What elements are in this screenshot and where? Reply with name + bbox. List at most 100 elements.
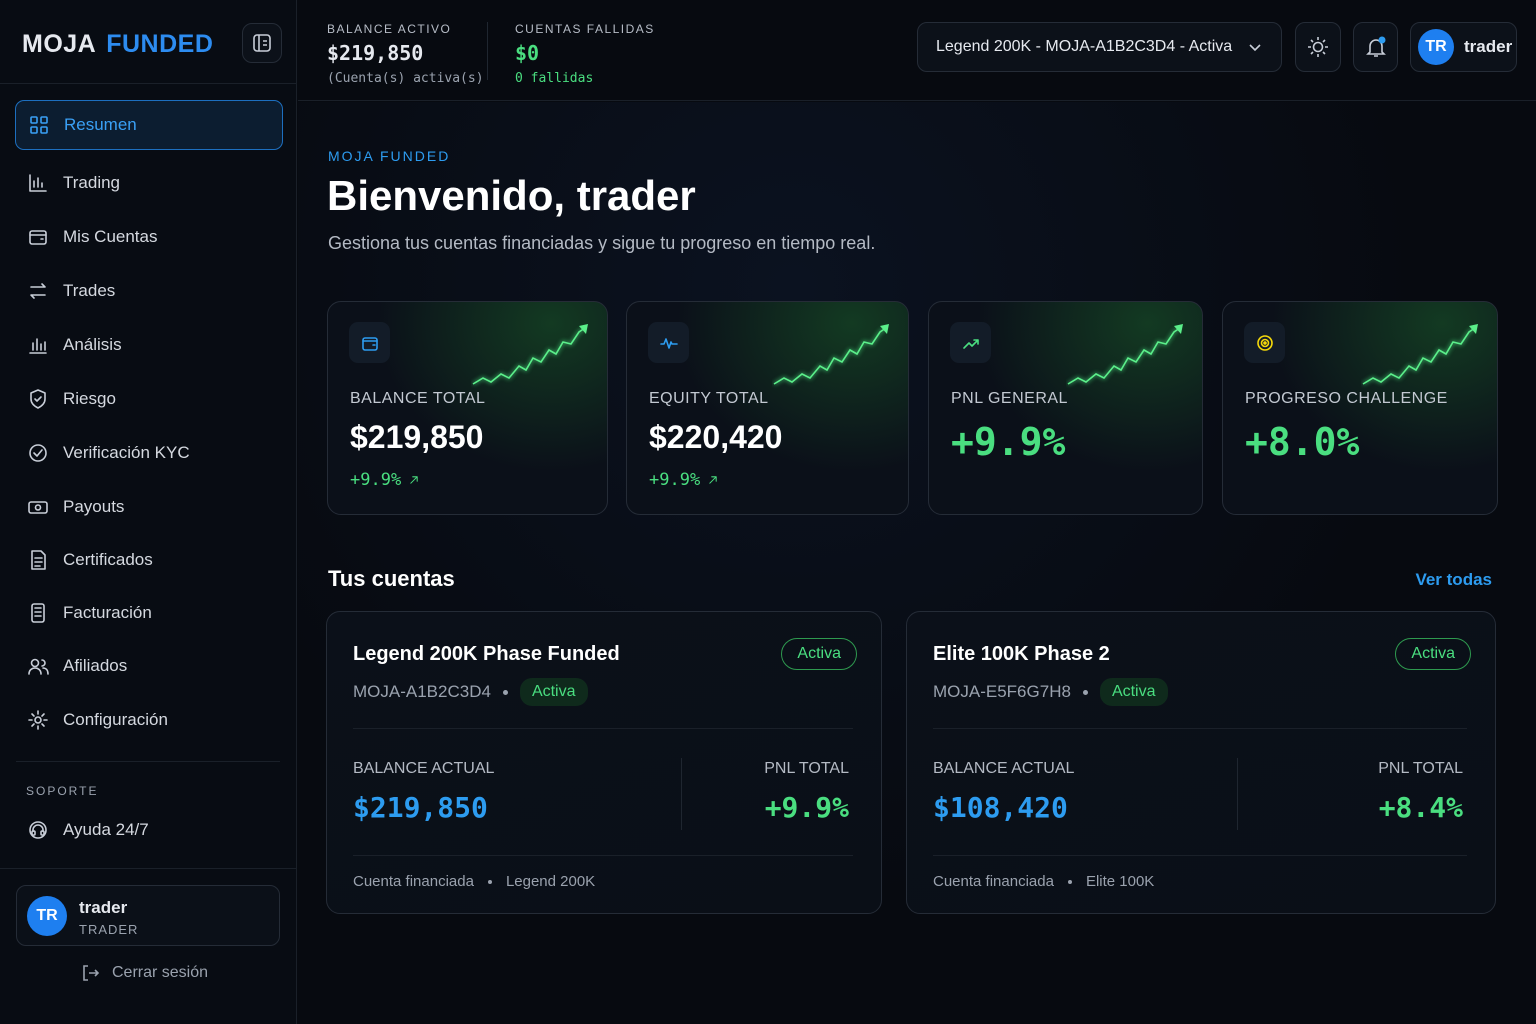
divider: [0, 83, 297, 84]
divider: [353, 855, 853, 856]
vertical-divider: [681, 758, 682, 830]
page-title: Bienvenido, trader: [327, 172, 696, 219]
nav-label: Resumen: [64, 115, 137, 134]
account-type: Cuenta financiada: [933, 873, 1054, 890]
status-pill: Activa: [781, 638, 857, 670]
icon: [30, 283, 46, 299]
kpi-value: $220,420: [649, 419, 783, 455]
dot: [487, 879, 492, 884]
nav-item[interactable]: Resumen: [15, 100, 283, 150]
nav-label: Facturación: [63, 603, 152, 622]
account-plan: Elite 100K: [1085, 873, 1155, 890]
nav-item[interactable]: Trades: [15, 266, 283, 316]
icon: [30, 116, 48, 134]
stat: BALANCE ACTIVO $219,850 (Cuenta(s) activ…: [327, 22, 484, 86]
view-all-link[interactable]: Ver todas: [1415, 570, 1492, 589]
sparkline-box: [1066, 322, 1186, 407]
kpi-card: PNL GENERAL +9.9%: [928, 301, 1203, 515]
brand-part: FUNDED: [106, 30, 214, 58]
icon: [29, 444, 47, 462]
icon: [29, 230, 47, 245]
nav-item[interactable]: Trading: [15, 158, 283, 208]
metric-label: BALANCE ACTUAL: [353, 760, 495, 777]
icon: [253, 34, 271, 52]
dot: [1067, 879, 1072, 884]
divider: [353, 728, 853, 729]
eyebrow: MOJA FUNDED: [328, 148, 451, 164]
logout[interactable]: Cerrar sesión: [80, 963, 208, 983]
sparkline-box: [772, 322, 892, 407]
nav-label: Payouts: [63, 497, 125, 516]
account-footer: Cuenta financiada Elite 100K: [933, 873, 1154, 890]
brand-part: MOJA: [22, 30, 97, 58]
user-menu[interactable]: TR trader: [1410, 22, 1517, 72]
kpi-value: $219,850: [350, 419, 484, 455]
avatar: TR: [27, 896, 67, 936]
kpi-card: EQUITY TOTAL $220,420 +9.9%: [626, 301, 909, 515]
metric-label: PNL TOTAL: [764, 760, 849, 777]
divider: [16, 761, 280, 762]
nav-item[interactable]: Certificados: [15, 535, 283, 585]
nav-label: Análisis: [63, 335, 122, 354]
collapse-button[interactable]: [242, 23, 282, 63]
account-id: MOJA-E5F6G7H8: [933, 682, 1071, 701]
user-name: trader: [79, 898, 128, 917]
account-id-row: MOJA-E5F6G7H8 Activa: [933, 678, 1168, 706]
nav-item[interactable]: Análisis: [15, 320, 283, 370]
account-card[interactable]: Legend 200K Phase Funded Activa MOJA-A1B2C…: [326, 611, 882, 914]
kpi-icon: [349, 322, 390, 363]
nav-item[interactable]: Afiliados: [15, 641, 283, 691]
stat: CUENTAS FALLIDAS $0 0 fallidas: [515, 22, 655, 86]
icon: [1256, 334, 1273, 351]
nav-label: Ayuda 24/7: [63, 820, 149, 839]
metric-label: BALANCE ACTUAL: [933, 760, 1075, 777]
divider: [933, 855, 1467, 856]
divider: [0, 868, 297, 869]
pnl-value: +8.4%: [1378, 791, 1463, 824]
user-name: trader: [1464, 37, 1513, 56]
stat-label: BALANCE ACTIVO: [327, 22, 452, 36]
icon: [31, 603, 45, 623]
sidebar: MOJA FUNDED Resumen Trading Mis Cuentas Trad…: [0, 0, 297, 1024]
theme-button[interactable]: [1295, 22, 1341, 72]
stat-note: (Cuenta(s) activa(s): [327, 71, 484, 86]
icon: [1249, 44, 1261, 52]
nav-item[interactable]: Payouts: [15, 482, 283, 532]
vertical-divider: [1237, 758, 1238, 830]
account-card[interactable]: Elite 100K Phase 2 Activa MOJA-E5F6G7H8 Act…: [906, 611, 1496, 914]
stat-value: $219,850: [327, 41, 424, 65]
kpi-change-value: +9.9%: [649, 470, 701, 490]
icon: [962, 338, 979, 349]
balance-value: $108,420: [933, 791, 1068, 824]
kpi-card: PROGRESO CHALLENGE +8.0%: [1222, 301, 1498, 515]
nav-label: Trading: [63, 173, 121, 192]
nav-item[interactable]: Mis Cuentas: [15, 212, 283, 262]
sparkline: [472, 324, 588, 386]
avatar: TR: [1418, 29, 1454, 65]
user-card[interactable]: TR trader TRADER: [16, 885, 280, 946]
sparkline: [773, 324, 889, 386]
icon: [28, 710, 48, 730]
status-badge: Activa: [1099, 678, 1168, 706]
nav-label: Certificados: [63, 550, 153, 569]
nav-label: Riesgo: [63, 389, 116, 408]
notifications-button[interactable]: [1353, 22, 1398, 72]
account-id: MOJA-A1B2C3D4: [353, 682, 491, 701]
kpi-value: +9.9%: [951, 420, 1066, 464]
sparkline-box: [471, 322, 591, 407]
nav-item[interactable]: Riesgo: [15, 374, 283, 424]
icon: [659, 337, 678, 349]
nav-item[interactable]: Verificación KYC: [15, 428, 283, 478]
kpi-change: +9.9%: [649, 470, 720, 490]
nav-item[interactable]: Ayuda 24/7: [15, 805, 283, 855]
kpi-value: +8.0%: [1245, 420, 1360, 464]
icon: [31, 550, 46, 570]
select-value: Legend 200K - MOJA-A1B2C3D4 - Activa: [936, 38, 1233, 55]
nav-item[interactable]: Facturación: [15, 588, 283, 638]
nav-item[interactable]: Configuración: [15, 695, 283, 745]
dot: [1082, 689, 1088, 695]
sparkline: [1067, 324, 1183, 386]
account-select[interactable]: Legend 200K - MOJA-A1B2C3D4 - Activa: [917, 22, 1282, 72]
icon: [28, 658, 49, 675]
account-name: Elite 100K Phase 2: [933, 643, 1110, 665]
